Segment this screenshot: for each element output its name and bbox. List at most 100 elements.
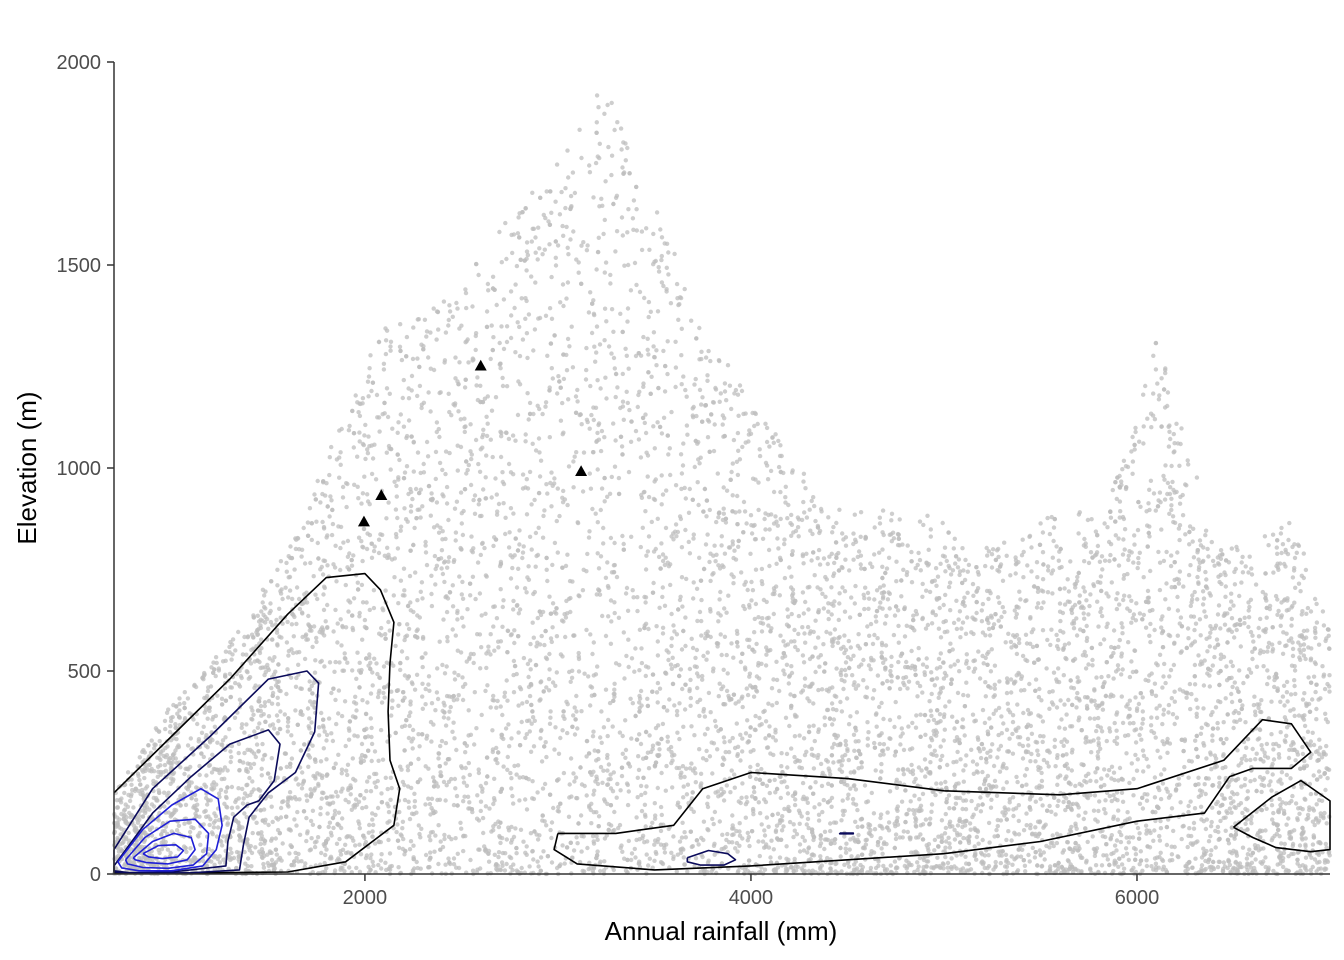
data-point (500, 863, 505, 868)
data-point (1184, 690, 1190, 695)
data-point (581, 450, 587, 455)
data-point (436, 756, 441, 761)
data-point (483, 496, 489, 501)
data-point (1020, 653, 1026, 659)
data-point (721, 735, 727, 740)
data-point (737, 383, 743, 388)
data-point (1022, 773, 1028, 778)
data-point (1161, 712, 1166, 717)
data-point (596, 105, 601, 110)
data-point (582, 783, 587, 789)
data-point (679, 486, 684, 492)
data-point (639, 792, 644, 798)
data-point (809, 498, 814, 504)
data-point (773, 432, 778, 437)
data-point (329, 731, 334, 736)
data-point (1302, 723, 1308, 729)
data-point (955, 690, 961, 696)
data-point (1266, 675, 1272, 680)
data-point (801, 499, 806, 505)
data-point (951, 620, 957, 626)
data-point (1037, 686, 1042, 692)
data-point (980, 769, 985, 775)
data-point (1288, 692, 1294, 697)
data-point (802, 683, 808, 689)
data-point (848, 645, 853, 650)
data-point (500, 604, 505, 610)
data-point (195, 721, 200, 727)
data-point (461, 780, 467, 785)
data-point (872, 525, 877, 530)
data-point (768, 468, 774, 474)
data-point (612, 600, 617, 605)
data-point (1112, 777, 1117, 783)
data-point (734, 721, 739, 726)
data-point (476, 502, 481, 507)
data-point (934, 666, 940, 671)
data-point (756, 800, 761, 805)
data-point (1105, 857, 1111, 862)
data-point (1165, 390, 1171, 395)
data-point (1228, 659, 1234, 664)
data-point (705, 435, 711, 440)
data-point (708, 578, 713, 584)
data-point (492, 776, 497, 781)
data-point (519, 865, 524, 871)
data-point (1051, 843, 1056, 849)
data-point (996, 618, 1001, 623)
data-point (1201, 850, 1207, 855)
data-point (892, 613, 898, 618)
data-point (131, 805, 136, 810)
data-point (1135, 757, 1141, 762)
data-point (1300, 744, 1305, 750)
data-point (338, 462, 343, 467)
data-point (965, 615, 970, 620)
data-point (562, 861, 567, 866)
data-point (908, 799, 913, 804)
data-point (433, 476, 438, 482)
data-point (861, 678, 866, 683)
data-point (842, 609, 848, 614)
data-point (943, 854, 948, 860)
data-point (625, 230, 630, 235)
data-point (1200, 589, 1206, 594)
data-point (421, 470, 427, 475)
data-point (829, 585, 834, 590)
data-point (1157, 838, 1163, 843)
data-point (598, 507, 603, 513)
data-point (1195, 574, 1200, 580)
data-point (498, 704, 503, 709)
data-point (957, 669, 962, 674)
data-point (486, 644, 491, 649)
data-point (1126, 857, 1132, 863)
data-point (537, 406, 542, 412)
data-point (867, 633, 872, 638)
data-point (1192, 682, 1198, 687)
data-point (1000, 578, 1006, 583)
data-point (753, 776, 759, 782)
data-point (1301, 551, 1307, 556)
data-point (1215, 864, 1221, 870)
data-point (608, 786, 614, 791)
data-point (635, 795, 640, 800)
data-point (1181, 584, 1186, 589)
data-point (781, 639, 786, 644)
data-point (690, 645, 696, 651)
data-point (382, 695, 387, 700)
data-point (215, 693, 220, 698)
data-point (992, 682, 997, 687)
data-point (1215, 642, 1221, 647)
data-point (1055, 782, 1060, 787)
data-point (462, 385, 468, 390)
data-point (1168, 436, 1173, 442)
data-point (297, 832, 303, 837)
data-point (1239, 784, 1244, 789)
data-point (258, 841, 263, 847)
data-point (415, 613, 420, 618)
data-point (620, 849, 625, 854)
data-point (1147, 633, 1152, 638)
data-point (443, 862, 448, 867)
data-point (770, 703, 775, 708)
data-point (847, 847, 852, 852)
data-point (466, 760, 471, 766)
